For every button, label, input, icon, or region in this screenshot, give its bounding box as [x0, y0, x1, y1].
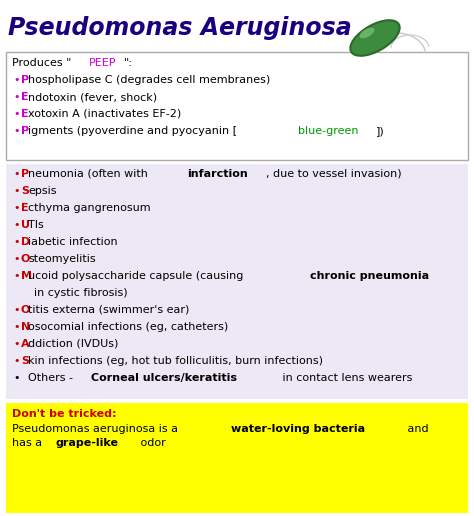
Text: Don't be tricked:: Don't be tricked: — [12, 409, 117, 419]
FancyBboxPatch shape — [6, 403, 468, 513]
Text: E: E — [21, 92, 28, 102]
Text: Pseudomonas aeruginosa is a: Pseudomonas aeruginosa is a — [12, 424, 182, 434]
Text: •: • — [13, 203, 19, 213]
Text: •: • — [13, 109, 19, 119]
Text: •: • — [13, 237, 19, 247]
Text: •: • — [13, 373, 19, 383]
Text: S: S — [21, 356, 29, 366]
Text: water-loving bacteria: water-loving bacteria — [231, 424, 365, 434]
Text: •: • — [13, 356, 19, 366]
Text: steomyelitis: steomyelitis — [28, 254, 96, 264]
Text: grape-like: grape-like — [55, 438, 118, 448]
Text: infarction: infarction — [187, 169, 248, 179]
Text: E: E — [21, 109, 28, 119]
Text: , due to vessel invasion): , due to vessel invasion) — [265, 169, 401, 179]
Text: •: • — [13, 75, 19, 85]
Text: in cystic fibrosis): in cystic fibrosis) — [34, 288, 128, 298]
Text: odor: odor — [137, 438, 165, 448]
Text: •: • — [13, 305, 19, 315]
Text: iabetic infection: iabetic infection — [28, 237, 118, 247]
Text: epsis: epsis — [28, 186, 56, 196]
Text: O: O — [21, 305, 30, 315]
Text: Produces ": Produces " — [12, 58, 72, 68]
Text: E: E — [21, 203, 28, 213]
Text: •: • — [13, 169, 19, 179]
Text: PEEP: PEEP — [89, 58, 116, 68]
Text: •: • — [13, 126, 19, 136]
Text: •: • — [13, 220, 19, 230]
Text: cthyma gangrenosum: cthyma gangrenosum — [28, 203, 151, 213]
Text: neumonia (often with: neumonia (often with — [28, 169, 151, 179]
Text: P: P — [21, 169, 29, 179]
Text: •: • — [13, 186, 19, 196]
Text: chronic pneumonia: chronic pneumonia — [310, 271, 429, 281]
Text: titis externa (swimmer's ear): titis externa (swimmer's ear) — [28, 305, 190, 315]
Text: •: • — [13, 322, 19, 332]
Text: ddiction (IVDUs): ddiction (IVDUs) — [28, 339, 118, 349]
Text: D: D — [21, 237, 30, 247]
FancyBboxPatch shape — [6, 52, 468, 160]
Text: ":: ": — [124, 58, 133, 68]
Text: M: M — [21, 271, 32, 281]
Ellipse shape — [350, 20, 400, 56]
Text: •: • — [13, 254, 19, 264]
Text: xotoxin A (inactivates EF-2): xotoxin A (inactivates EF-2) — [28, 109, 181, 119]
Text: igments (pyoverdine and pyocyanin [: igments (pyoverdine and pyocyanin [ — [28, 126, 237, 136]
Text: blue-green: blue-green — [298, 126, 358, 136]
Text: •: • — [13, 92, 19, 102]
Text: N: N — [21, 322, 30, 332]
Text: in contact lens wearers: in contact lens wearers — [279, 373, 412, 383]
Text: P: P — [21, 126, 29, 136]
Ellipse shape — [360, 28, 374, 38]
Text: ndotoxin (fever, shock): ndotoxin (fever, shock) — [28, 92, 157, 102]
Text: P: P — [21, 75, 29, 85]
Text: and: and — [404, 424, 428, 434]
Text: Others -: Others - — [28, 373, 76, 383]
Text: hospholipase C (degrades cell membranes): hospholipase C (degrades cell membranes) — [28, 75, 270, 85]
Text: A: A — [21, 339, 29, 349]
Text: kin infections (eg, hot tub folliculitis, burn infections): kin infections (eg, hot tub folliculitis… — [28, 356, 323, 366]
Text: has a: has a — [12, 438, 46, 448]
Text: osocomial infections (eg, catheters): osocomial infections (eg, catheters) — [28, 322, 228, 332]
Text: TIs: TIs — [28, 220, 44, 230]
Text: ]): ]) — [376, 126, 385, 136]
Text: ucoid polysaccharide capsule (causing: ucoid polysaccharide capsule (causing — [28, 271, 247, 281]
Text: O: O — [21, 254, 30, 264]
FancyBboxPatch shape — [6, 164, 468, 399]
Text: •: • — [13, 339, 19, 349]
Text: U: U — [21, 220, 30, 230]
Text: •: • — [13, 271, 19, 281]
Text: Corneal ulcers/keratitis: Corneal ulcers/keratitis — [91, 373, 237, 383]
Text: Pseudomonas Aeruginosa: Pseudomonas Aeruginosa — [8, 16, 352, 40]
Text: S: S — [21, 186, 29, 196]
